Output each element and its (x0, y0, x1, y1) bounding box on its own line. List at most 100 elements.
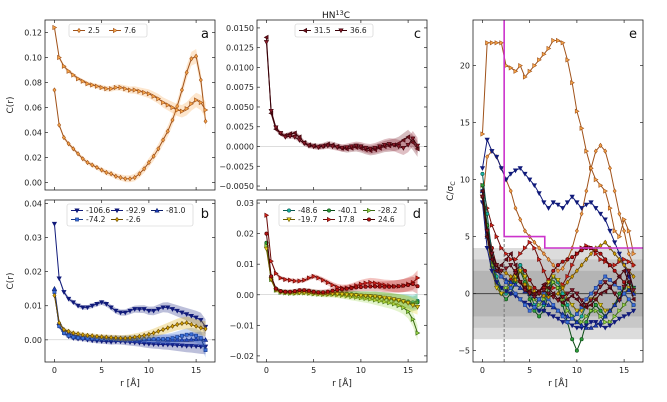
point-e-2-23 (588, 200, 594, 206)
point-e-11-29 (617, 286, 622, 290)
xtick-label: 5 (527, 366, 532, 375)
point-e-9-32 (630, 308, 637, 314)
point-e-2-0 (479, 166, 486, 171)
legend-marker (327, 208, 331, 213)
point-c-1-10 (311, 144, 317, 150)
point-e-14-24 (593, 291, 599, 297)
point-b-3-21 (151, 337, 156, 342)
point-e-8-16 (555, 277, 561, 283)
axes-frame-e (472, 19, 644, 363)
point-e-10-20 (574, 319, 580, 325)
point-d-4-6 (292, 278, 298, 284)
point-e-13-30 (621, 268, 627, 274)
point-d-3-26 (386, 296, 392, 302)
point-a-1-5 (76, 76, 81, 82)
point-e-9-6 (508, 291, 514, 297)
point-b-4-19 (142, 332, 147, 338)
point-b-1-26 (174, 343, 180, 349)
point-b-3-24 (165, 336, 170, 341)
point-e-13-18 (564, 296, 570, 302)
point-a-1-13 (113, 84, 119, 91)
point-b-2-30 (193, 336, 199, 342)
point-e-9-12 (536, 308, 542, 314)
series-b-0 (51, 221, 209, 335)
point-a-1-9 (94, 83, 100, 89)
ytick-label: 20 (460, 62, 470, 71)
point-e-2-6 (508, 171, 514, 177)
band-a-1 (54, 25, 206, 118)
point-e-6-29 (617, 291, 622, 296)
point-c-1-9 (306, 143, 312, 149)
point-a-0-15 (123, 176, 128, 182)
point-b-3-31 (198, 336, 203, 341)
ytick-label: 15 (460, 119, 470, 128)
point-a-0-29 (189, 56, 194, 62)
point-e-2-14 (545, 206, 552, 211)
point-e-3-2 (489, 222, 495, 228)
point-e-9-10 (527, 303, 533, 308)
point-a-0-32 (203, 118, 208, 124)
point-d-5-12 (321, 290, 326, 295)
point-e-1-20 (574, 228, 579, 234)
point-e-11-20 (575, 312, 579, 316)
point-b-4-23 (161, 326, 166, 333)
point-a-0-21 (151, 153, 156, 159)
ytick-label: 0.0125 (226, 44, 254, 53)
point-b-0-6 (80, 305, 86, 311)
point-e-13-11 (531, 290, 537, 297)
point-e-2-12 (536, 191, 542, 196)
point-b-0-14 (117, 310, 124, 316)
ytick-label: 0.0150 (226, 24, 254, 33)
legend-label: 17.8 (338, 215, 355, 224)
point-d-2-25 (382, 299, 388, 305)
point-c-1-24 (377, 144, 383, 150)
point-d-5-14 (330, 288, 335, 293)
point-b-0-20 (146, 308, 152, 314)
point-e-14-19 (569, 288, 575, 293)
point-a-1-29 (189, 101, 195, 107)
point-b-3-4 (71, 335, 76, 339)
point-e-12-20 (574, 268, 579, 274)
ytick-label: 0.0100 (226, 63, 254, 72)
point-a-0-27 (179, 87, 184, 93)
point-e-14-30 (621, 284, 627, 290)
point-e-11-32 (631, 303, 636, 307)
point-a-1-11 (104, 86, 110, 92)
point-d-5-26 (387, 284, 392, 289)
series-d-5 (264, 231, 420, 296)
legend-marker (367, 217, 371, 222)
point-e-4-15 (551, 268, 556, 273)
band-c-1 (266, 40, 418, 156)
point-e-7-18 (565, 308, 571, 314)
point-e-3-5 (504, 251, 509, 257)
band-d-1 (266, 240, 418, 312)
ytick-label: 0.06 (24, 104, 42, 113)
point-d-5-32 (415, 284, 420, 289)
series-e-0 (480, 37, 637, 257)
point-e-1-9 (522, 228, 527, 234)
point-e-1-17 (560, 265, 565, 272)
point-b-4-10 (99, 334, 104, 340)
point-b-4-31 (198, 325, 203, 331)
point-e-2-1 (484, 137, 490, 143)
point-d-4-20 (358, 281, 364, 287)
point-b-1-28 (184, 343, 190, 349)
legend-marker (74, 208, 80, 214)
point-b-4-4 (71, 330, 76, 336)
point-e-12-30 (622, 262, 627, 268)
point-e-0-31 (626, 228, 632, 234)
panel-letter: c (414, 27, 421, 42)
point-c-1-6 (292, 135, 298, 140)
point-a-1-23 (161, 99, 166, 106)
xtick-label: 10 (356, 366, 366, 375)
point-e-10-13 (541, 300, 547, 305)
point-d-4-3 (278, 275, 284, 281)
point-b-1-24 (165, 342, 171, 348)
point-e-2-15 (550, 200, 556, 206)
point-d-4-10 (311, 273, 317, 280)
ytick-label: 0.02 (24, 154, 42, 163)
ytick-label: −0.0050 (219, 182, 254, 191)
ytick-label: 0.00 (236, 291, 254, 300)
point-d-5-4 (283, 289, 288, 294)
point-a-1-32 (203, 107, 209, 113)
